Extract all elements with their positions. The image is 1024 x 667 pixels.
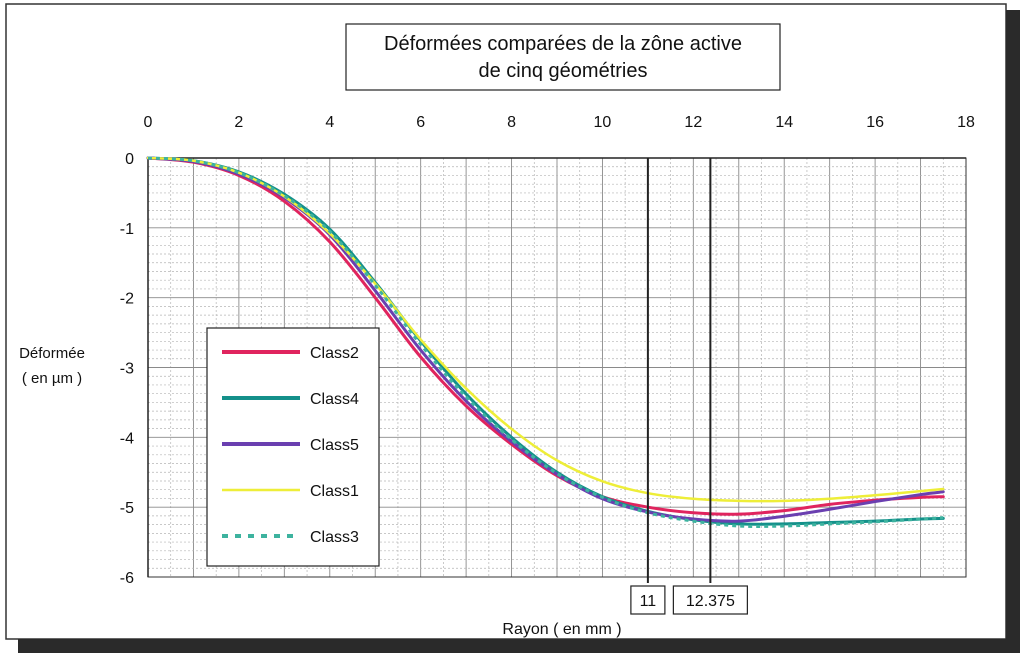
x-tick-label: 14	[775, 114, 793, 131]
series-line-class3	[147, 156, 944, 528]
x-tick-label: 4	[325, 114, 334, 131]
y-tick-labels: 0 -1 -2 -3 -4 -5 -6	[120, 151, 134, 587]
x-tick-label: 0	[144, 114, 153, 131]
legend-label: Class5	[310, 437, 359, 454]
legend-label: Class2	[310, 345, 359, 362]
title-box	[345, 23, 781, 91]
y-tick-label: 0	[125, 151, 134, 168]
x-tick-labels: 0 2 4 6 8 10 12 14 16 18	[144, 114, 975, 131]
frame-shadow-bottom	[18, 639, 1020, 653]
y-tick-label: -6	[120, 570, 134, 587]
y-tick-label: -3	[120, 361, 134, 378]
y-axis-label-line-2: ( en µm )	[22, 370, 82, 387]
x-tick-label: 6	[416, 114, 425, 131]
reference-label-box	[630, 585, 666, 615]
y-tick-label: -4	[120, 430, 134, 447]
y-tick-label: -5	[120, 500, 134, 517]
y-tick-label: -1	[120, 221, 134, 238]
x-tick-label: 12	[684, 114, 702, 131]
y-axis-label-line-1: Déformée	[19, 345, 85, 362]
reference-label: 12.375	[686, 593, 735, 610]
reference-label: 11	[640, 593, 657, 610]
x-tick-label: 10	[594, 114, 612, 131]
chart-title-line-1: Déformées comparées de la zône active	[384, 33, 742, 55]
legend-label: Class3	[310, 529, 359, 546]
reference-label-box	[672, 585, 748, 615]
series-layer	[146, 156, 945, 528]
grid-layer	[147, 157, 967, 578]
chart-title-line-2: de cinq géométries	[479, 60, 648, 82]
x-tick-label: 16	[866, 114, 884, 131]
legend-label: Class4	[310, 391, 359, 408]
x-tick-label: 18	[957, 114, 975, 131]
x-tick-label: 8	[507, 114, 516, 131]
x-tick-label: 2	[234, 114, 243, 131]
legend-label: Class1	[310, 483, 359, 500]
y-tick-label: -2	[120, 291, 134, 308]
legend: Class2 Class4 Class5 Class1 Class3	[222, 345, 359, 546]
legend-box	[206, 327, 380, 567]
frame-shadow-right	[1006, 10, 1020, 652]
chart-frame	[5, 3, 1007, 640]
x-axis-label: Rayon ( en mm )	[502, 621, 621, 638]
reference-lines: 11 12.375	[630, 158, 748, 615]
